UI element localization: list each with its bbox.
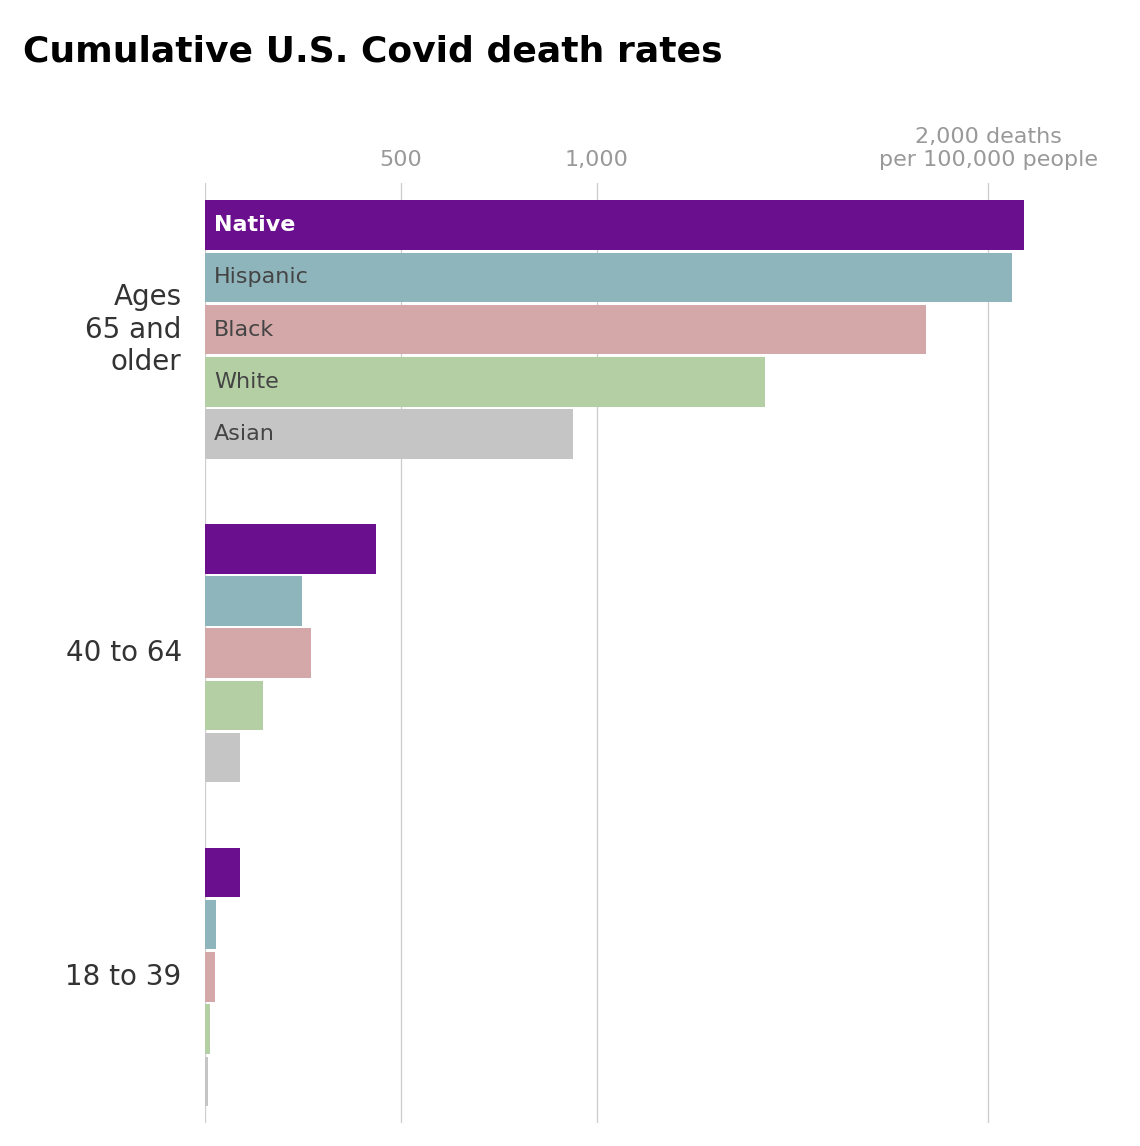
Bar (205, 900, 217, 950)
Bar (205, 952, 214, 1002)
Text: Hispanic: Hispanic (214, 267, 309, 288)
Text: Black: Black (214, 320, 274, 339)
Bar (205, 681, 263, 730)
Bar (205, 848, 241, 897)
Bar (205, 252, 1012, 303)
Bar (205, 305, 926, 354)
Text: White: White (214, 371, 278, 392)
Bar (205, 576, 302, 626)
Bar (205, 732, 239, 783)
Bar (205, 409, 573, 458)
Bar (205, 1057, 207, 1106)
Text: 40 to 64: 40 to 64 (66, 639, 181, 667)
Bar (205, 628, 311, 678)
Text: Cumulative U.S. Covid death rates: Cumulative U.S. Covid death rates (23, 34, 723, 69)
Bar (205, 1004, 210, 1054)
Bar (205, 524, 375, 574)
Bar (205, 201, 1024, 250)
Text: Asian: Asian (214, 424, 275, 444)
Text: Ages
65 and
older: Ages 65 and older (86, 283, 181, 376)
Text: 18 to 39: 18 to 39 (65, 963, 181, 991)
Bar (205, 356, 765, 407)
Text: Native: Native (214, 215, 295, 235)
